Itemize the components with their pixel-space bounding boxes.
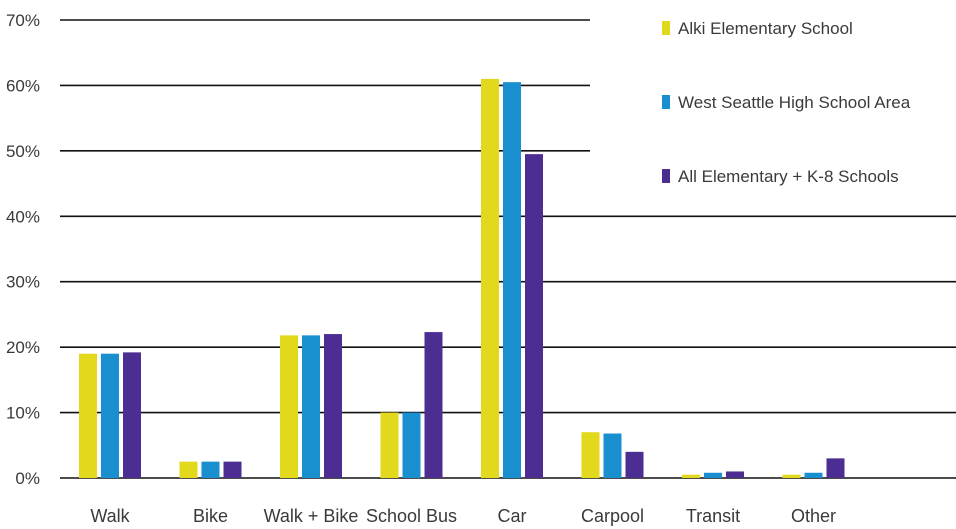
legend: Alki Elementary School West Seattle High … <box>662 19 911 186</box>
bar-carpool-series-3 <box>626 452 644 478</box>
bar-bike-series-3 <box>224 462 242 478</box>
legend-swatch <box>662 21 670 35</box>
x-tick-label: Walk <box>90 506 130 526</box>
bar-walk-series-3 <box>123 352 141 478</box>
bar-walk-bike-series-1 <box>280 335 298 478</box>
bar-car-series-2 <box>503 82 521 478</box>
y-tick-label: 20% <box>6 338 40 357</box>
y-tick-label: 50% <box>6 142 40 161</box>
y-tick-label: 0% <box>15 469 40 488</box>
bar-carpool-series-2 <box>604 434 622 478</box>
bar-other-series-3 <box>827 458 845 478</box>
bar-school-bus-series-1 <box>381 413 399 478</box>
bar-transit-series-3 <box>726 471 744 478</box>
y-tick-label: 60% <box>6 76 40 95</box>
y-axis: 0% 10% 20% 30% 40% 50% 60% 70% <box>6 11 40 488</box>
bar-walk-bike-series-2 <box>302 335 320 478</box>
y-tick-label: 70% <box>6 11 40 30</box>
y-tick-label: 10% <box>6 404 40 423</box>
legend-label: Alki Elementary School <box>678 19 853 38</box>
bar-other-series-2 <box>805 473 823 478</box>
x-tick-label: Car <box>497 506 526 526</box>
x-tick-label: Carpool <box>581 506 644 526</box>
legend-label: All Elementary + K-8 Schools <box>678 167 899 186</box>
x-tick-label: Bike <box>193 506 228 526</box>
x-tick-label: Walk + Bike <box>264 506 359 526</box>
bar-bike-series-2 <box>202 462 220 478</box>
x-axis: Walk Bike Walk + Bike School Bus Car Carpool T… <box>90 506 836 526</box>
legend-swatch <box>662 95 670 109</box>
bar-carpool-series-1 <box>582 432 600 478</box>
x-tick-label: Other <box>791 506 836 526</box>
bar-walk-bike-series-3 <box>324 334 342 478</box>
y-tick-label: 40% <box>6 207 40 226</box>
bars <box>79 79 845 478</box>
y-tick-label: 30% <box>6 273 40 292</box>
bar-car-series-3 <box>525 154 543 478</box>
bar-transit-series-1 <box>682 475 700 478</box>
bar-walk-series-1 <box>79 354 97 478</box>
x-tick-label: School Bus <box>366 506 457 526</box>
x-tick-label: Transit <box>686 506 740 526</box>
bar-transit-series-2 <box>704 473 722 478</box>
bar-car-series-1 <box>481 79 499 478</box>
bar-other-series-1 <box>783 475 801 478</box>
legend-label: West Seattle High School Area <box>678 93 911 112</box>
bar-school-bus-series-2 <box>403 413 421 478</box>
bar-school-bus-series-3 <box>425 332 443 478</box>
bar-bike-series-1 <box>180 462 198 478</box>
bar-walk-series-2 <box>101 354 119 478</box>
legend-swatch <box>662 169 670 183</box>
